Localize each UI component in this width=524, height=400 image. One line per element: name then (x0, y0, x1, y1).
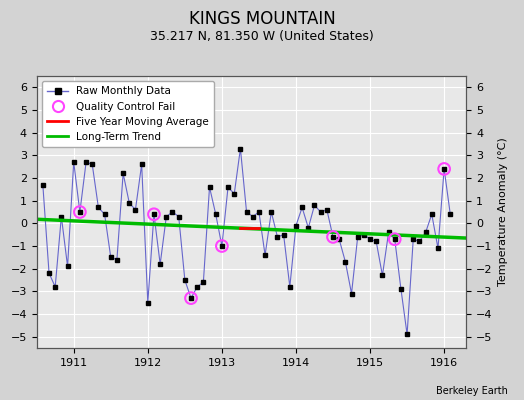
Text: Berkeley Earth: Berkeley Earth (436, 386, 508, 396)
Point (150, 211, 158, 218)
Point (390, 236, 399, 242)
Point (440, 166, 449, 172)
Point (75, 209, 84, 215)
Point (217, 243, 226, 249)
Legend: Raw Monthly Data, Quality Control Fail, Five Year Moving Average, Long-Term Tren: Raw Monthly Data, Quality Control Fail, … (42, 81, 214, 147)
Text: 35.217 N, 81.350 W (United States): 35.217 N, 81.350 W (United States) (150, 30, 374, 43)
Text: KINGS MOUNTAIN: KINGS MOUNTAIN (189, 10, 335, 28)
Point (329, 234, 337, 240)
Y-axis label: Temperature Anomaly (°C): Temperature Anomaly (°C) (498, 138, 508, 286)
Point (187, 295, 195, 301)
